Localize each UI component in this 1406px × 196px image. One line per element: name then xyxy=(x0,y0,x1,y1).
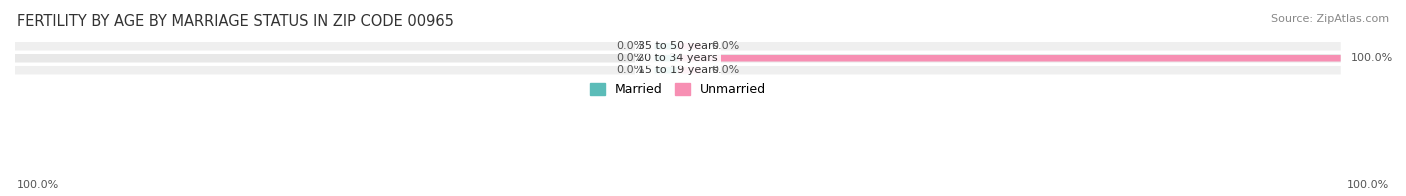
Text: 100.0%: 100.0% xyxy=(1351,53,1393,63)
FancyBboxPatch shape xyxy=(678,67,702,74)
FancyBboxPatch shape xyxy=(678,43,702,50)
FancyBboxPatch shape xyxy=(15,66,1341,74)
FancyBboxPatch shape xyxy=(655,43,678,50)
Text: 35 to 50 years: 35 to 50 years xyxy=(637,41,718,51)
Text: 0.0%: 0.0% xyxy=(616,65,644,75)
Text: 20 to 34 years: 20 to 34 years xyxy=(637,53,718,63)
Text: 100.0%: 100.0% xyxy=(1347,180,1389,190)
FancyBboxPatch shape xyxy=(15,42,1341,51)
Text: Source: ZipAtlas.com: Source: ZipAtlas.com xyxy=(1271,14,1389,24)
Text: 0.0%: 0.0% xyxy=(616,53,644,63)
Text: 0.0%: 0.0% xyxy=(616,41,644,51)
Text: 0.0%: 0.0% xyxy=(711,41,740,51)
FancyBboxPatch shape xyxy=(655,55,678,62)
Text: 100.0%: 100.0% xyxy=(17,180,59,190)
Text: FERTILITY BY AGE BY MARRIAGE STATUS IN ZIP CODE 00965: FERTILITY BY AGE BY MARRIAGE STATUS IN Z… xyxy=(17,14,454,29)
Legend: Married, Unmarried: Married, Unmarried xyxy=(589,83,766,96)
Text: 15 to 19 years: 15 to 19 years xyxy=(637,65,718,75)
FancyBboxPatch shape xyxy=(678,55,1341,62)
FancyBboxPatch shape xyxy=(655,67,678,74)
Text: 0.0%: 0.0% xyxy=(711,65,740,75)
FancyBboxPatch shape xyxy=(15,54,1341,63)
